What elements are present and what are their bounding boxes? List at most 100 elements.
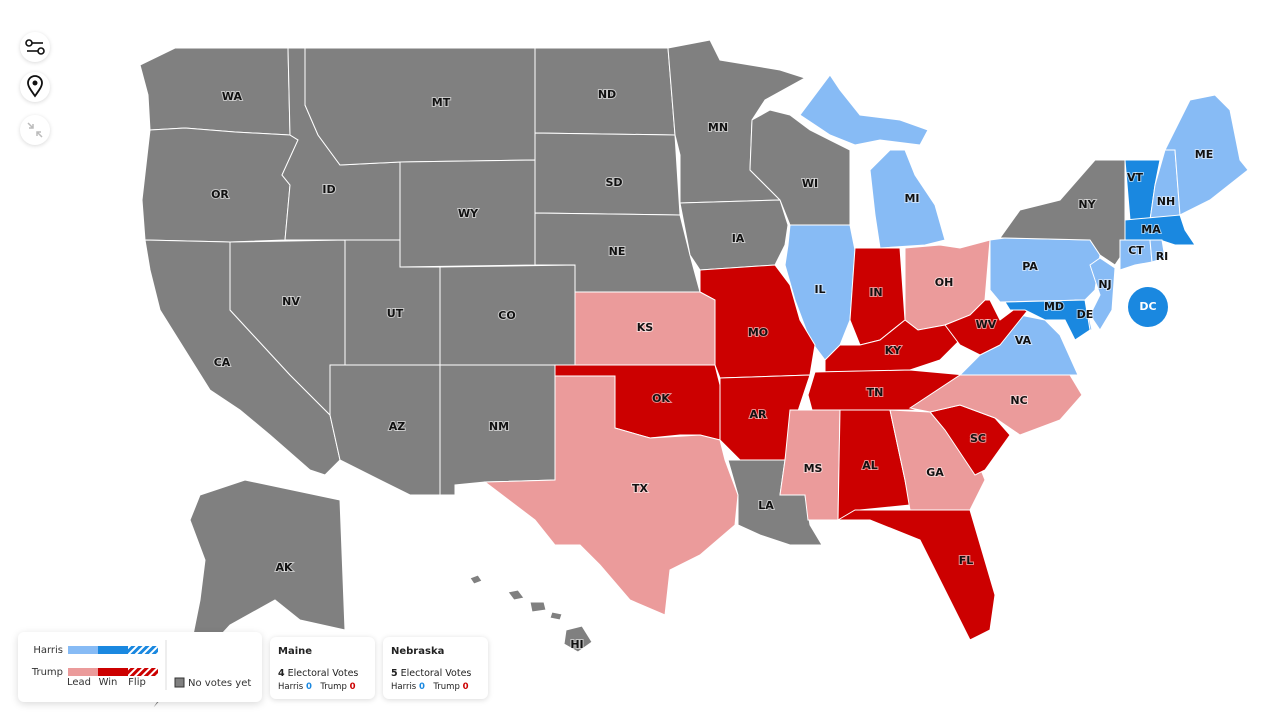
- state-label: AL: [862, 459, 878, 472]
- card-results: Harris 0 Trump 0: [391, 682, 469, 692]
- state: [139, 47, 291, 136]
- state-label: MI: [904, 192, 919, 205]
- candidate-label: Trump: [320, 682, 347, 692]
- state-label: MS: [804, 462, 823, 475]
- state-label: MN: [708, 121, 728, 134]
- legend-swatch: [98, 646, 128, 654]
- state: [799, 74, 946, 249]
- state-label: NV: [282, 295, 300, 308]
- state-label: NJ: [1098, 278, 1111, 291]
- state-label: AR: [750, 408, 768, 421]
- legend-graphic: Harris Trump Lead Win Flip No votes yet: [31, 640, 251, 690]
- legend-swatch: [68, 646, 98, 654]
- candidate-label: Trump: [433, 682, 460, 692]
- state: [1089, 257, 1116, 331]
- state-label: VT: [1127, 171, 1144, 184]
- state: [483, 375, 739, 616]
- state-label: NM: [489, 420, 509, 433]
- legend-row-label: Trump: [31, 667, 63, 678]
- state-label: OK: [652, 392, 670, 405]
- state-label: TX: [632, 482, 649, 495]
- card-title: Maine: [278, 646, 313, 657]
- state-label: WI: [802, 177, 818, 190]
- electoral-votes: 5: [391, 668, 398, 679]
- state-label: NY: [1078, 198, 1096, 211]
- collapse-button[interactable]: [20, 115, 50, 145]
- state-label: MO: [748, 326, 768, 339]
- card-votes: 5 Electoral Votes: [391, 668, 471, 679]
- state-label: DC: [1139, 300, 1156, 313]
- votes-label: Electoral Votes: [400, 668, 472, 679]
- state-label: UT: [387, 307, 404, 320]
- state-label: ID: [322, 183, 335, 196]
- legend-column-label: Win: [99, 677, 118, 688]
- legend-swatch: [98, 668, 128, 676]
- state-label: RI: [1156, 250, 1169, 263]
- state: [574, 291, 716, 366]
- state-label: WY: [458, 207, 479, 220]
- state-label: SC: [970, 432, 986, 445]
- candidate-label: Harris: [278, 682, 304, 692]
- state-label: NE: [609, 245, 626, 258]
- state-label: ME: [1195, 148, 1213, 161]
- legend-swatch: [68, 668, 98, 676]
- votes-label: Electoral Votes: [287, 668, 359, 679]
- state-label: MT: [432, 96, 451, 109]
- state-label: OR: [211, 188, 229, 201]
- state: [836, 509, 996, 641]
- legend-label: No votes yet: [188, 678, 251, 689]
- state-label: WV: [976, 318, 997, 331]
- district-card: Maine 4 Electoral Votes Harris 0 Trump 0: [270, 637, 375, 699]
- candidate-votes: 0: [305, 682, 312, 692]
- state: [329, 364, 441, 496]
- state-label: CA: [214, 356, 231, 369]
- state: [304, 47, 536, 166]
- state: [141, 127, 299, 243]
- state: [1004, 299, 1091, 341]
- candidate-votes: 0: [349, 682, 356, 692]
- state-label: IL: [814, 283, 825, 296]
- state-label: PA: [1022, 260, 1038, 273]
- state-label: NC: [1010, 394, 1027, 407]
- legend-swatch: [128, 668, 158, 676]
- state: [469, 574, 593, 653]
- state-label: DE: [1077, 308, 1094, 321]
- state-label: SD: [605, 176, 622, 189]
- state-label: NH: [1157, 195, 1175, 208]
- state-label: VA: [1015, 334, 1032, 347]
- state-label: IN: [869, 286, 882, 299]
- legend-column-label: Lead: [67, 677, 91, 688]
- state-label: KS: [637, 321, 654, 334]
- state: [1119, 239, 1153, 271]
- legend: Harris Trump Lead Win Flip No votes yet: [18, 632, 262, 702]
- state-label: IA: [732, 232, 745, 245]
- state-label: GA: [926, 466, 944, 479]
- state-label: CO: [498, 309, 515, 322]
- candidate-votes: 0: [462, 682, 469, 692]
- state-label: HI: [570, 638, 583, 651]
- card-results: Harris 0 Trump 0: [278, 682, 356, 692]
- locate-button[interactable]: [20, 72, 50, 102]
- card-votes: 4 Electoral Votes: [278, 668, 358, 679]
- state-label: TN: [867, 386, 884, 399]
- state-label: FL: [959, 554, 974, 567]
- legend-row-label: Harris: [33, 645, 63, 656]
- filter-button[interactable]: [20, 32, 50, 62]
- state-label: OH: [935, 276, 954, 289]
- state: [1164, 94, 1249, 216]
- state-label: CT: [1128, 244, 1144, 257]
- candidate-label: Harris: [391, 682, 417, 692]
- state-label: MA: [1141, 223, 1161, 236]
- card-title: Nebraska: [391, 646, 445, 657]
- state: [749, 109, 851, 226]
- state-label: AK: [275, 561, 293, 574]
- legend-swatch: [174, 677, 185, 688]
- legend-swatch: [128, 646, 158, 654]
- state-label: KY: [885, 344, 903, 357]
- state-label: LA: [758, 499, 774, 512]
- state: [989, 237, 1101, 303]
- state-label: AZ: [389, 420, 406, 433]
- legend-column-label: Flip: [128, 677, 146, 688]
